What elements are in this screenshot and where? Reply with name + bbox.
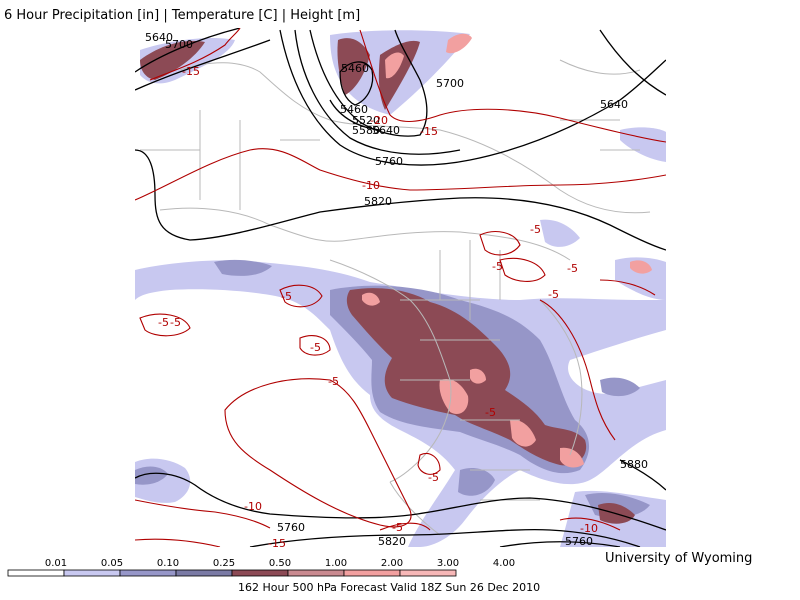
temperature-label: -5 <box>158 316 169 329</box>
height-contours <box>135 28 666 547</box>
height-label: 5520 <box>352 114 380 127</box>
temperature-label: -5 <box>485 406 496 419</box>
temperature-label: -5 <box>281 290 292 303</box>
height-label: 5760 <box>277 521 305 534</box>
temperature-label: -10 <box>244 500 262 513</box>
temperature-label: -5 <box>392 521 403 534</box>
temperature-label: -5 <box>310 341 321 354</box>
temperature-label: -5 <box>492 260 503 273</box>
height-label: 5700 <box>436 77 464 90</box>
temperature-label: -5 <box>328 375 339 388</box>
temperature-label: -10 <box>580 522 598 535</box>
map-title: 6 Hour Precipitation [in] | Temperature … <box>4 8 361 23</box>
precipitation-layer <box>135 30 666 547</box>
height-label: 5640 <box>600 98 628 111</box>
temperature-label: -5 <box>170 316 181 329</box>
temperature-label: -15 <box>182 65 200 78</box>
height-label: 5640 <box>372 124 400 137</box>
height-label: 5460 <box>341 62 369 75</box>
height-label: 5760 <box>375 155 403 168</box>
temperature-label: -5 <box>548 288 559 301</box>
temperature-contours <box>135 28 666 547</box>
temperature-label: -20 <box>370 114 388 127</box>
country-borders <box>140 59 651 536</box>
temperature-label: -5 <box>567 262 578 275</box>
temperature-label: -5 <box>428 471 439 484</box>
credit-label: University of Wyoming <box>605 551 753 566</box>
height-label: 5760 <box>565 535 593 548</box>
temperature-labels: -15 -20 -15 -10 -5 -5 -5 -5 -5 -5 -5 -5 … <box>158 65 598 550</box>
temperature-label: -5 <box>530 223 541 236</box>
height-label: 5580 <box>352 124 380 137</box>
height-labels: 5640 5700 5460 5700 5460 5520 5580 5640 … <box>145 31 648 548</box>
height-label: 5460 <box>340 103 368 116</box>
temperature-label: -10 <box>362 179 380 192</box>
temperature-label: -15 <box>268 537 286 550</box>
height-label: 5820 <box>364 195 392 208</box>
height-label: 5880 <box>620 458 648 471</box>
forecast-valid-time: 162 Hour 500 hPa Forecast Valid 18Z Sun … <box>238 581 541 594</box>
height-label: 5700 <box>165 38 193 51</box>
height-label: 5640 <box>145 31 173 44</box>
temperature-label: -15 <box>420 125 438 138</box>
height-label: 5820 <box>378 535 406 548</box>
